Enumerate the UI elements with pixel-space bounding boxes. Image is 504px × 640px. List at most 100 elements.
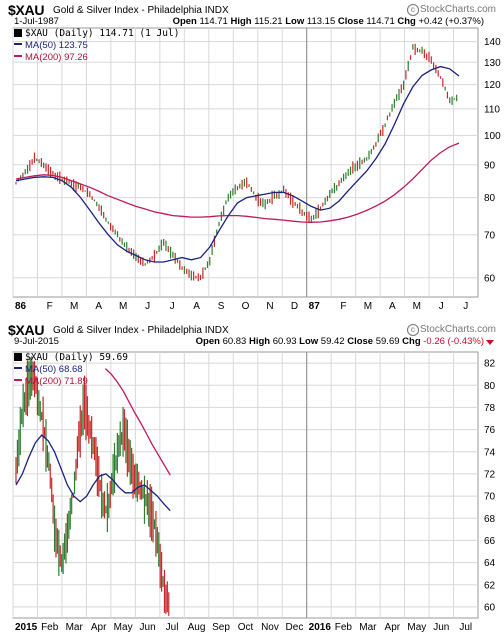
x-tick-label: Jul [166, 622, 179, 633]
ma50-line [15, 434, 171, 512]
stockcharts-watermark: c StockCharts.com [406, 4, 496, 16]
chart-legend: $XAU (Daily) 59.69 MA(50) 68.68 MA(200) … [14, 352, 128, 388]
legend-price-swatch [14, 29, 22, 37]
y-tick-label: 80 [484, 381, 496, 392]
open-label: Open [195, 336, 220, 347]
low-label: Low [299, 336, 319, 347]
stockcharts-watermark: c StockCharts.com [406, 324, 496, 336]
x-tick-label: Dec [286, 622, 304, 633]
x-tick-label: M [413, 301, 421, 312]
x-tick-label: 2016 [309, 622, 332, 633]
quote-date: 9-Jul-2015 [14, 336, 59, 347]
x-tick-label: J [170, 301, 175, 312]
legend-price-swatch [14, 353, 22, 361]
open-value: 60.83 [222, 336, 247, 347]
x-tick-label: F [340, 301, 346, 312]
ma50-line [15, 65, 460, 263]
legend-ma200: MA(200) 97.26 [14, 52, 179, 64]
high-value: 115.21 [254, 16, 283, 27]
copyright-icon: c [406, 324, 419, 336]
x-tick-label: S [218, 301, 225, 312]
plot-area [12, 27, 479, 298]
close-label: Close [337, 16, 364, 27]
chart-header: $XAU Gold & Silver Index - Philadelphia … [0, 0, 504, 30]
x-tick-label: Mar [66, 622, 84, 633]
x-tick-label: Oct [238, 622, 254, 633]
y-tick-label: 76 [484, 425, 496, 436]
chart-panel-1987: 60 70 80 90 100 110 120 130 140 86 F M A M J J A S O N D 87 F M… [0, 0, 504, 312]
quote-date: 1-Jul-1987 [14, 16, 59, 27]
y-tick-label: 66 [484, 536, 496, 547]
x-tick-label: Apr [91, 622, 107, 633]
x-tick-label: N [266, 301, 273, 312]
x-tick-label: Feb [335, 622, 353, 633]
y-tick-label: 80 [484, 193, 496, 204]
legend-ma200: MA(200) 71.89 [14, 376, 128, 388]
x-tick-label: 86 [15, 301, 27, 312]
y-tick-label: 82 [484, 359, 496, 370]
x-tick-label: 87 [309, 301, 321, 312]
x-tick-label: Apr [385, 622, 401, 633]
symbol-label: $XAU [8, 2, 45, 18]
close-value: 114.71 [366, 16, 395, 27]
chg-label: Chg [397, 16, 416, 27]
legend-ma50: MA(50) 68.68 [14, 364, 128, 376]
x-tick-label: J [463, 301, 468, 312]
y-tick-label: 70 [484, 230, 496, 241]
high-value: 60.93 [272, 336, 297, 347]
x-tick-label: Aug [188, 622, 206, 633]
x-tick-label: D [291, 301, 298, 312]
legend-ma50-swatch [14, 367, 22, 369]
y-tick-label: 60 [484, 602, 496, 613]
index-description: Gold & Silver Index - Philadelphia INDX [53, 5, 229, 16]
x-tick-label: M [70, 301, 78, 312]
legend-ma50: MA(50) 123.75 [14, 40, 179, 52]
legend-price: $XAU (Daily) 59.69 [14, 352, 128, 364]
x-tick-label: May [114, 622, 133, 633]
high-label: High [248, 336, 271, 347]
x-tick-label: J [145, 301, 150, 312]
plot-area [12, 351, 479, 619]
symbol-label: $XAU [8, 322, 45, 338]
y-tick-label: 72 [484, 469, 496, 480]
y-tick-label: 74 [484, 447, 496, 458]
x-tick-label: J [439, 301, 444, 312]
close-value: 59.69 [375, 336, 400, 347]
y-tick-label: 130 [484, 58, 501, 69]
low-label: Low [285, 16, 305, 27]
x-tick-label: A [389, 301, 396, 312]
chart-header: $XAU Gold & Silver Index - Philadelphia … [0, 320, 504, 350]
x-tick-label: O [242, 301, 250, 312]
ma200-line [15, 142, 460, 223]
x-tick-label: M [364, 301, 372, 312]
high-label: High [230, 16, 252, 27]
y-tick-label: 78 [484, 403, 496, 414]
open-label: Open [172, 16, 197, 27]
y-tick-label: 62 [484, 580, 496, 591]
x-tick-label: A [95, 301, 102, 312]
x-tick-label: Mar [359, 622, 377, 633]
chg-label: Chg [402, 336, 421, 347]
x-tick-label: F [47, 301, 53, 312]
x-tick-label: Jul [459, 622, 472, 633]
chart-legend: $XAU (Daily) 114.71 (1 Jul) MA(50) 123.7… [14, 28, 179, 64]
price-chart-1987: 60 70 80 90 100 110 120 130 140 86 F M A M J J A S O N D 87 F M… [12, 27, 501, 312]
legend-ma200-swatch [14, 379, 22, 381]
y-tick-label: 70 [484, 492, 496, 503]
y-tick-label: 110 [484, 104, 500, 115]
x-tick-label: Sep [212, 622, 230, 633]
x-tick-label: Jun [433, 622, 449, 633]
low-value: 113.15 [306, 16, 336, 27]
x-tick-label: 2015 [15, 622, 38, 633]
chart-panel-2015: 60 62 64 66 68 70 72 74 76 78 80 82 2015 Feb Mar Apr May… [0, 320, 504, 640]
x-tick-label: Jun [140, 622, 156, 633]
y-tick-label: 120 [484, 80, 501, 91]
x-tick-label: A [193, 301, 200, 312]
ohlc-readout: Open 60.83 High 60.93 Low 59.42 Close 59… [196, 336, 484, 347]
x-tick-label: May [407, 622, 426, 633]
legend-ma200-swatch [14, 55, 22, 57]
x-tick-label: M [119, 301, 127, 312]
legend-ma50-swatch [14, 43, 22, 45]
y-tick-label: 68 [484, 514, 496, 525]
